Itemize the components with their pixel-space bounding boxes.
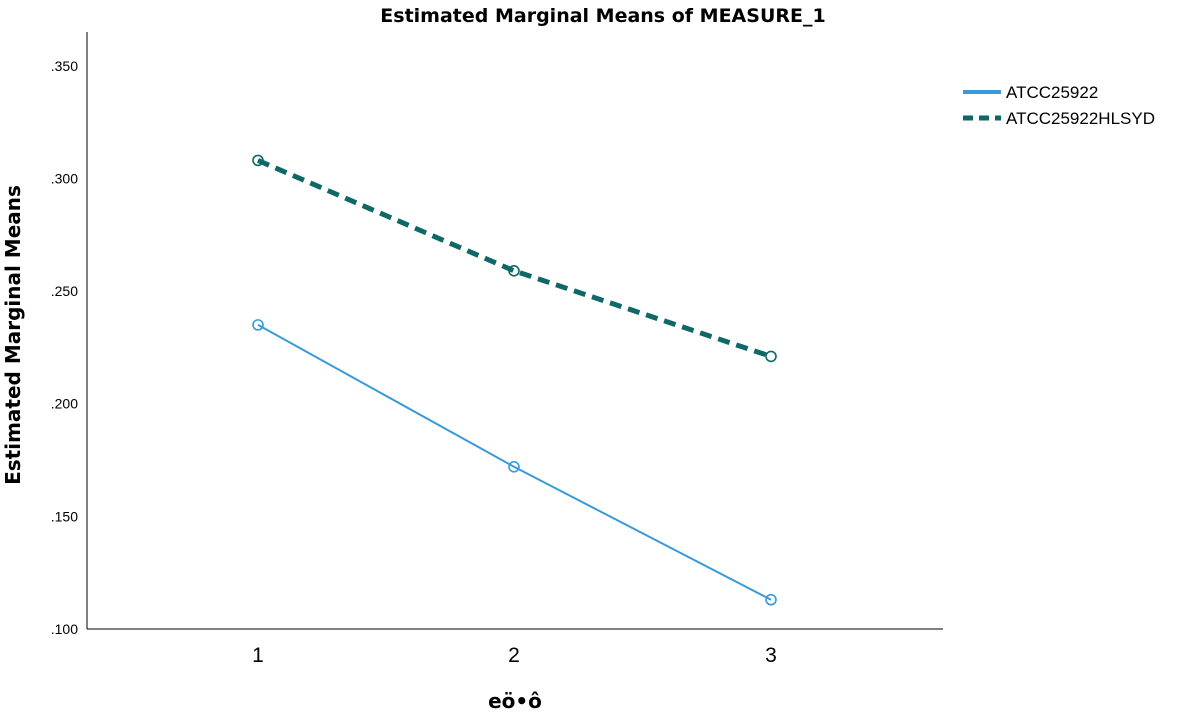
x-axis-title: eö•ô bbox=[488, 689, 542, 713]
x-tick-label: 2 bbox=[508, 644, 520, 667]
y-tick-label: .150 bbox=[51, 508, 78, 524]
data-point bbox=[252, 154, 264, 167]
data-point bbox=[508, 264, 520, 277]
x-tick-label: 3 bbox=[765, 644, 777, 667]
data-point bbox=[508, 460, 520, 473]
y-tick-label: .100 bbox=[51, 621, 78, 637]
data-point bbox=[252, 319, 264, 331]
y-tick-label: .300 bbox=[51, 170, 78, 186]
plot-area: .100 .150 .200 .250 .300 .350 1 2 3 bbox=[51, 32, 943, 667]
legend-label: ATCC25922 bbox=[1006, 83, 1098, 102]
series-line-atcc25922hlsyd bbox=[257, 158, 772, 359]
series-line-atcc25922 bbox=[257, 323, 772, 601]
y-tick-label: .350 bbox=[51, 58, 78, 74]
y-tick-label: .200 bbox=[51, 396, 78, 412]
y-axis-title: Estimated Marginal Means bbox=[1, 185, 25, 485]
x-tick-label: 1 bbox=[252, 644, 264, 667]
y-tick-label: .250 bbox=[51, 283, 78, 299]
data-point bbox=[765, 593, 777, 606]
legend-label: ATCC25922HLSYD bbox=[1006, 109, 1155, 128]
chart-title: Estimated Marginal Means of MEASURE_1 bbox=[380, 5, 825, 27]
data-point bbox=[765, 350, 777, 363]
legend: ATCC25922 ATCC25922HLSYD bbox=[963, 83, 1155, 128]
